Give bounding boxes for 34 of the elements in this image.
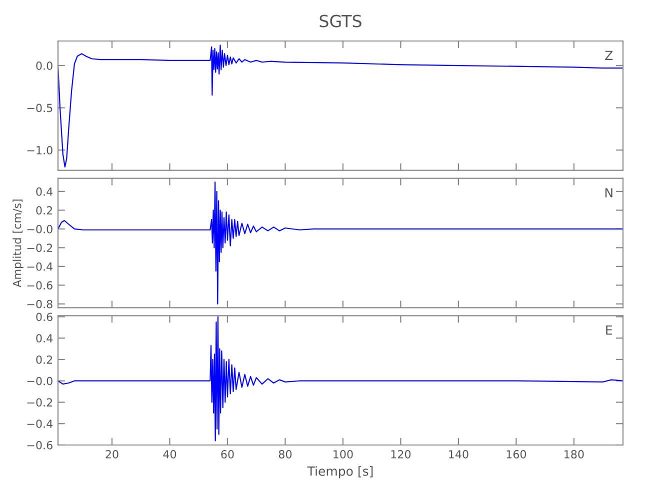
y-tick-label: −0.2 [27, 244, 52, 252]
x-axis-title: Tiempo [s] [307, 466, 373, 478]
x-tick-label: 180 [564, 450, 584, 458]
y-tick-label: 0.4 [36, 187, 53, 196]
x-tick-label: 140 [449, 450, 468, 458]
x-tick-label: 40 [163, 450, 176, 458]
y-tick-label: 0.0 [36, 61, 52, 70]
x-tick-label: 100 [334, 450, 353, 458]
x-tick-label: 120 [391, 450, 411, 458]
line-series [58, 44, 623, 168]
x-tick-label: 160 [506, 450, 526, 458]
annotation: N [605, 188, 612, 198]
line-series [58, 182, 623, 304]
y-tick-label: −0.0 [27, 376, 52, 386]
y-tick-label: 0.2 [36, 355, 52, 364]
y-tick-label: −1.0 [27, 146, 52, 154]
y-tick-label: 0.6 [36, 312, 52, 322]
y-tick-label: −0.0 [27, 224, 52, 234]
y-tick-label: −0.4 [27, 262, 53, 271]
y-tick-label: −0.2 [27, 398, 52, 407]
y-tick-label: −0.5 [27, 104, 52, 112]
chart-title: SGTS [320, 14, 362, 28]
y-tick-label: −0.6 [27, 440, 52, 450]
y-tick-label: 0.4 [36, 334, 53, 342]
y-tick-label: −0.6 [27, 281, 52, 290]
y-tick-label: 0.2 [36, 206, 52, 215]
y-tick-label: −0.4 [27, 420, 53, 428]
y-axis-title: Amplitud [cm/s] [12, 200, 24, 288]
x-tick-label: 80 [278, 450, 292, 458]
y-tick-label: −0.8 [27, 300, 52, 308]
x-tick-label: 20 [106, 450, 118, 458]
annotation: Z [605, 50, 613, 60]
x-tick-label: 60 [221, 450, 234, 458]
annotation: E [606, 326, 612, 335]
